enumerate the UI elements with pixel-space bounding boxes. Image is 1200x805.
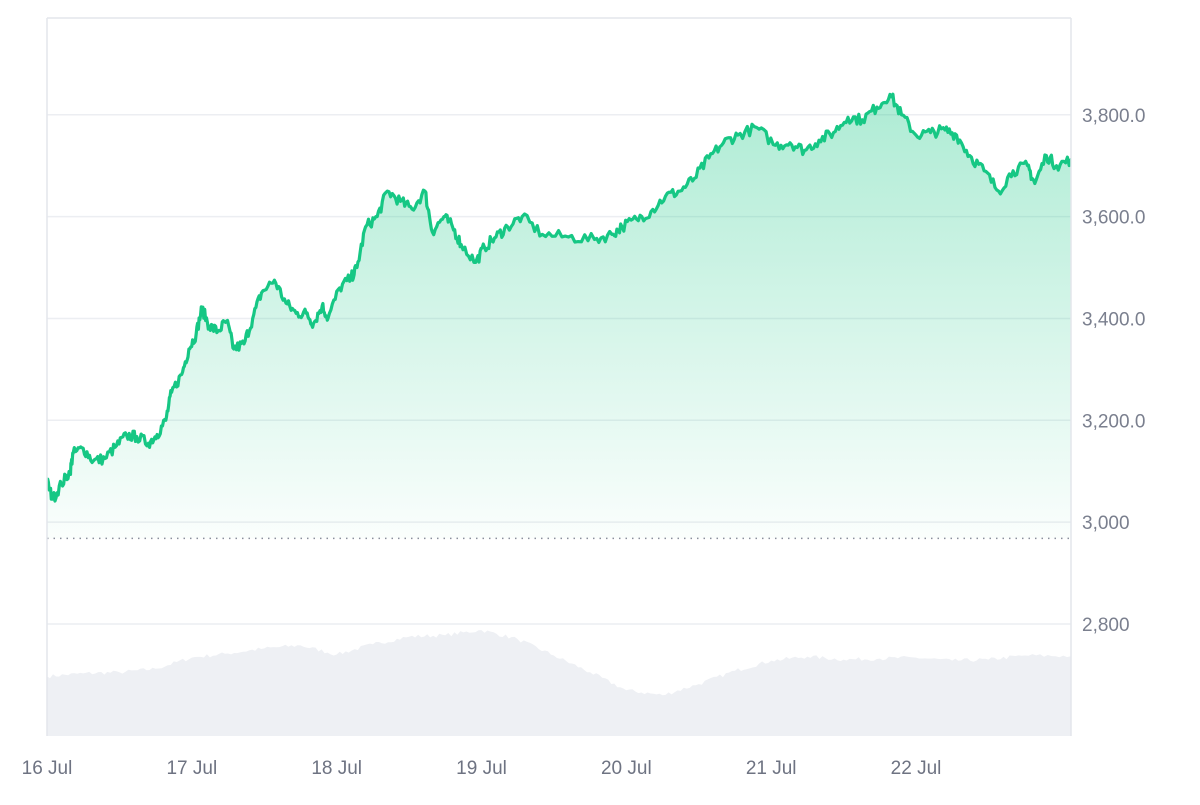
x-axis: 16 Jul 17 Jul 18 Jul 19 Jul 20 Jul 21 Jul 22 J… (22, 758, 942, 779)
x-tick-label: 21 Jul (746, 758, 797, 779)
area-layer (47, 94, 1071, 539)
y-tick-label: 3,000 (1082, 513, 1130, 534)
x-tick-label: 18 Jul (311, 758, 362, 779)
line-layer (47, 92, 1071, 503)
y-tick-label: 3,800.0 (1082, 106, 1145, 127)
x-tick-label: 22 Jul (891, 758, 942, 779)
y-tick-label: 3,200.0 (1082, 411, 1145, 432)
x-tick-label: 17 Jul (166, 758, 217, 779)
y-axis: 3,800.0 3,600.0 3,400.0 3,200.0 3,000 2,800 (1082, 106, 1145, 636)
price-line[interactable] (47, 92, 1071, 503)
x-tick-label: 19 Jul (456, 758, 507, 779)
price-area-fill (47, 94, 1071, 539)
x-tick-label: 20 Jul (601, 758, 652, 779)
volume-area (47, 630, 1071, 736)
y-tick-label: 2,800 (1082, 615, 1130, 636)
y-tick-label: 3,400.0 (1082, 309, 1145, 330)
y-tick-label: 3,600.0 (1082, 208, 1145, 229)
x-tick-label: 16 Jul (22, 758, 73, 779)
frame-layer (46, 17, 1072, 736)
volume-layer (47, 630, 1071, 736)
